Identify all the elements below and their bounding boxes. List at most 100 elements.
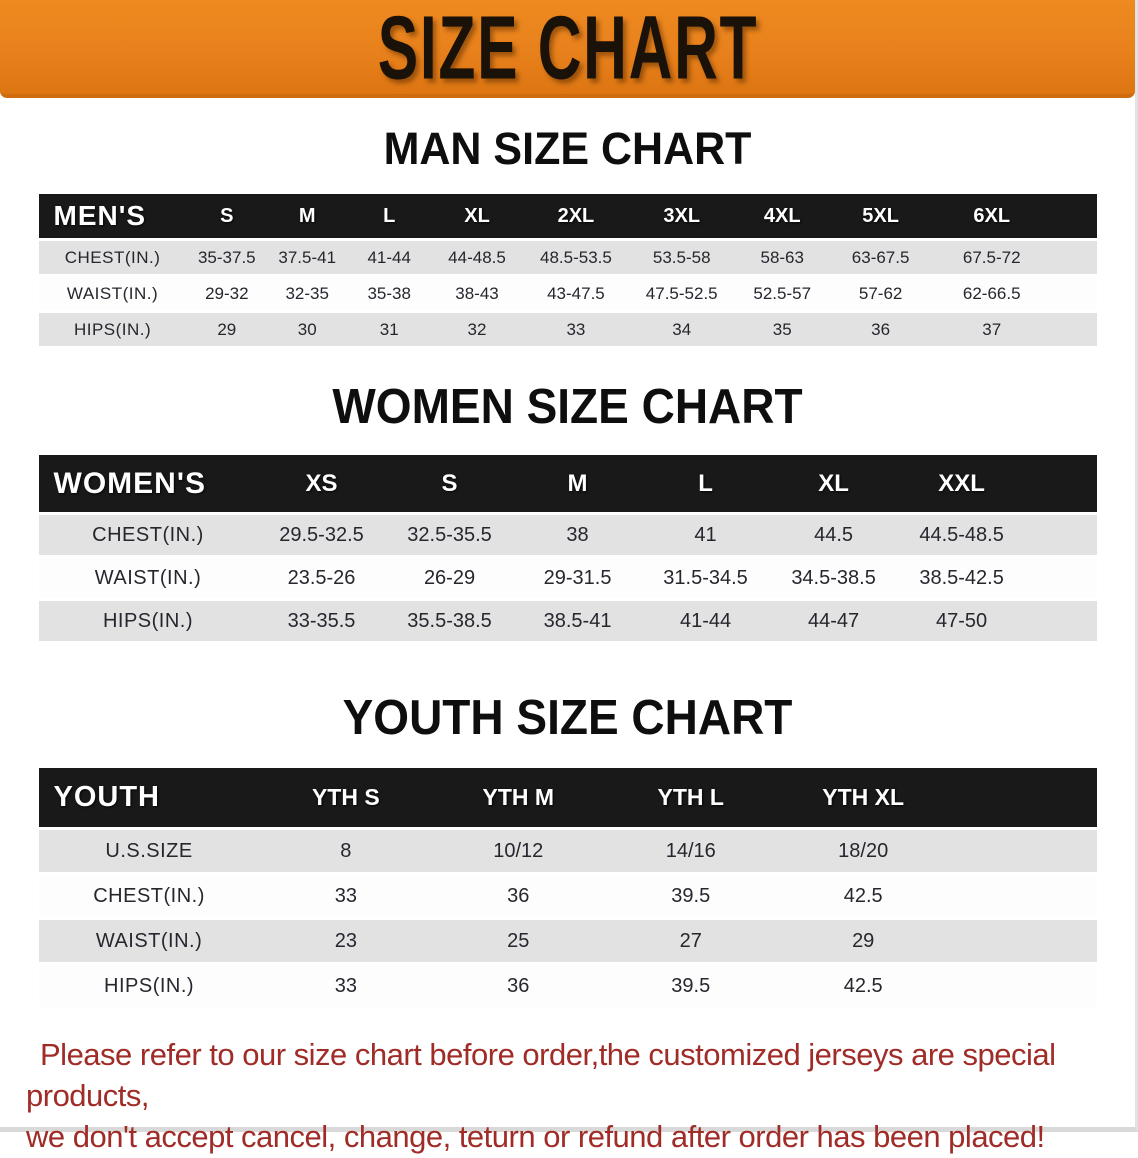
cell-value: 29.5-32.5 — [257, 515, 386, 556]
men-size-table: MEN'S S M L XL 2XL 3XL 4XL 5XL 6XL CHEST(IN.) 35-37… — [38, 191, 1097, 349]
cell-value: 44.5 — [769, 515, 898, 556]
cell-value: 43-47.5 — [523, 277, 629, 311]
size-column-header: 3XL — [628, 194, 735, 239]
cell-value: 35-37.5 — [186, 241, 268, 275]
cell-value: 35.5-38.5 — [385, 601, 514, 642]
cell-value: 29 — [186, 313, 268, 347]
cell-value: 31 — [347, 313, 431, 347]
cell-value: 39.5 — [604, 965, 777, 1008]
cell-value: 38.5-41 — [513, 601, 642, 642]
row-label: U.S.SIZE — [38, 830, 260, 873]
size-column-header: M — [267, 194, 348, 239]
cell-value: 33 — [259, 875, 433, 918]
size-column-header: XL — [769, 455, 898, 513]
table-row: HIPS(IN.) 33 36 39.5 42.5 — [38, 965, 1097, 1008]
size-column-header: YTH XL — [776, 768, 950, 828]
cell-value: 35-38 — [347, 277, 431, 311]
women-section-heading: WOMEN SIZE CHART — [332, 378, 803, 434]
table-row: WAIST(IN.) 23 25 27 29 — [38, 920, 1097, 963]
header-spacer — [949, 768, 1097, 828]
footer-note-line1: Please refer to our size chart before or… — [26, 1037, 1056, 1114]
row-label: HIPS(IN.) — [38, 313, 187, 347]
row-label: CHEST(IN.) — [38, 875, 260, 918]
cell-value: 37.5-41 — [267, 241, 348, 275]
cell-value: 33-35.5 — [257, 601, 386, 642]
cell-value: 67.5-72 — [931, 241, 1053, 275]
cell-value: 58-63 — [734, 241, 830, 275]
size-column-header: S — [385, 455, 514, 513]
cell-value: 8 — [259, 830, 433, 873]
cell-value: 38 — [513, 515, 642, 556]
row-spacer — [949, 830, 1097, 873]
cell-value: 44-48.5 — [431, 241, 524, 275]
size-column-header: 6XL — [931, 194, 1053, 239]
size-column-header: 2XL — [523, 194, 629, 239]
footer-note-line2: we don't accept cancel, change, teturn o… — [26, 1119, 1045, 1155]
size-column-header: XL — [431, 194, 524, 239]
cell-value: 38.5-42.5 — [897, 558, 1026, 599]
cell-value: 18/20 — [776, 830, 950, 873]
cell-value: 27 — [604, 920, 777, 963]
cell-value: 44.5-48.5 — [897, 515, 1026, 556]
cell-value: 37 — [931, 313, 1053, 347]
row-spacer — [949, 965, 1097, 1008]
cell-value: 34 — [628, 313, 735, 347]
cell-value: 42.5 — [776, 875, 950, 918]
row-label: HIPS(IN.) — [38, 965, 260, 1008]
table-row: WAIST(IN.) 29-32 32-35 35-38 38-43 43-47.5 47.… — [38, 277, 1097, 311]
size-column-header: YTH M — [432, 768, 605, 828]
row-spacer — [1025, 515, 1097, 556]
table-row: CHEST(IN.) 29.5-32.5 32.5-35.5 38 41 44.5 44.5… — [38, 515, 1097, 556]
cell-value: 23.5-26 — [257, 558, 386, 599]
size-column-header: L — [347, 194, 431, 239]
size-chart-banner: SIZE CHART — [0, 0, 1135, 98]
footer-note: Please refer to our size chart before or… — [0, 1035, 1135, 1158]
size-column-header: YTH S — [259, 768, 433, 828]
cell-value: 14/16 — [604, 830, 777, 873]
cell-value: 29 — [776, 920, 950, 963]
men-section: MAN SIZE CHART MEN'S S M L XL 2XL 3XL 4XL 5XL 6XL… — [0, 123, 1135, 349]
table-row: CHEST(IN.) 35-37.5 37.5-41 41-44 44-48.5 48.5… — [38, 241, 1097, 275]
cell-value: 36 — [829, 313, 932, 347]
cell-value: 42.5 — [776, 965, 950, 1008]
cell-value: 53.5-58 — [628, 241, 735, 275]
row-spacer — [949, 920, 1097, 963]
row-label: CHEST(IN.) — [38, 241, 187, 275]
table-row: CHEST(IN.) 33 36 39.5 42.5 — [38, 875, 1097, 918]
cell-value: 38-43 — [431, 277, 524, 311]
cell-value: 36 — [432, 875, 605, 918]
cell-value: 32 — [431, 313, 524, 347]
cell-value: 44-47 — [769, 601, 898, 642]
cell-value: 41-44 — [641, 601, 770, 642]
header-spacer — [1052, 194, 1097, 239]
row-spacer — [1025, 558, 1097, 599]
youth-section: YOUTH SIZE CHART YOUTH YTH S YTH M YTH L YTH… — [0, 689, 1135, 1010]
row-label: WAIST(IN.) — [38, 558, 258, 599]
row-spacer — [949, 875, 1097, 918]
size-column-header: 4XL — [734, 194, 830, 239]
cell-value: 41-44 — [347, 241, 431, 275]
size-column-header: M — [513, 455, 642, 513]
cell-value: 30 — [267, 313, 348, 347]
size-column-header: XXL — [897, 455, 1026, 513]
cell-value: 32-35 — [267, 277, 348, 311]
cell-value: 10/12 — [432, 830, 605, 873]
size-column-header: XS — [257, 455, 386, 513]
cell-value: 32.5-35.5 — [385, 515, 514, 556]
cell-value: 39.5 — [604, 875, 777, 918]
men-section-heading: MAN SIZE CHART — [383, 123, 752, 175]
row-spacer — [1052, 277, 1097, 311]
cell-value: 29-31.5 — [513, 558, 642, 599]
cell-value: 48.5-53.5 — [523, 241, 629, 275]
youth-section-heading: YOUTH SIZE CHART — [342, 689, 793, 745]
cell-value: 63-67.5 — [829, 241, 932, 275]
cell-value: 33 — [523, 313, 629, 347]
table-row: U.S.SIZE 8 10/12 14/16 18/20 — [38, 830, 1097, 873]
cell-value: 57-62 — [829, 277, 932, 311]
cell-value: 34.5-38.5 — [769, 558, 898, 599]
cell-value: 41 — [641, 515, 770, 556]
banner-title: SIZE CHART — [377, 0, 758, 98]
women-section: WOMEN SIZE CHART WOMEN'S XS S M L XL XXL CHEST(… — [0, 378, 1135, 644]
table-row: HIPS(IN.) 33-35.5 35.5-38.5 38.5-41 41-44 44-… — [38, 601, 1097, 642]
cell-value: 31.5-34.5 — [641, 558, 770, 599]
